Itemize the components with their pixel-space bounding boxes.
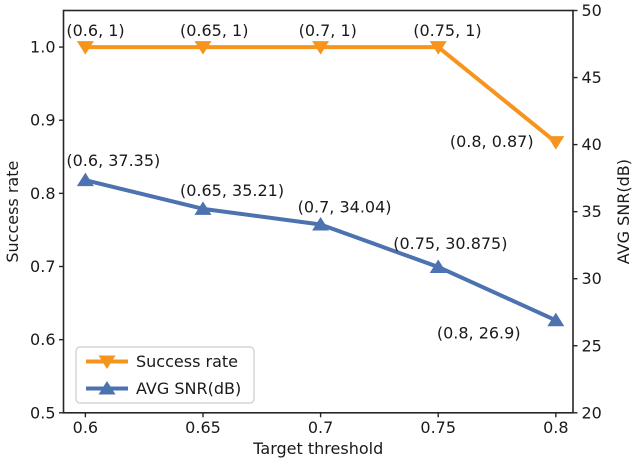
left-y-tick-label: 0.6 (30, 330, 55, 349)
series-marker-success-rate (76, 41, 94, 55)
x-tick-label: 0.7 (308, 418, 333, 437)
annotation-success-rate: (0.7, 1) (299, 21, 357, 40)
left-y-tick-label: 1.0 (30, 38, 55, 57)
legend (75, 346, 255, 404)
right-y-axis-label: AVG SNR(dB) (614, 159, 633, 264)
x-tick-label: 0.8 (543, 418, 568, 437)
legend-entry-label: AVG SNR(dB) (136, 379, 241, 398)
x-tick-label: 0.6 (73, 418, 98, 437)
annotation-success-rate: (0.6, 1) (66, 21, 124, 40)
series-marker-avg-snr-db (312, 217, 330, 231)
x-tick-label: 0.65 (185, 418, 221, 437)
legend-marker-sample (98, 355, 116, 369)
series-marker-avg-snr-db (194, 201, 212, 215)
annotation-success-rate: (0.65, 1) (180, 21, 248, 40)
series-marker-avg-snr-db (547, 312, 565, 327)
series-marker-avg-snr-db (76, 172, 94, 187)
left-y-tick-label: 0.9 (30, 111, 55, 130)
right-y-tick-label: 40 (582, 135, 602, 154)
left-y-axis-label: Success rate (3, 161, 22, 263)
annotation-avg-snr-db: (0.6, 37.35) (66, 151, 160, 170)
series-marker-avg-snr-db (429, 259, 447, 273)
annotation-avg-snr-db: (0.65, 35.21) (180, 181, 284, 200)
left-y-tick-label: 0.8 (30, 184, 55, 203)
right-y-tick-label: 35 (582, 202, 602, 221)
series-marker-success-rate (312, 41, 330, 55)
series-marker-success-rate (547, 136, 565, 150)
annotation-success-rate: (0.8, 0.87) (450, 132, 534, 151)
right-y-tick-label: 45 (582, 68, 602, 87)
right-y-tick-label: 50 (582, 1, 602, 20)
legend-entry-label: Success rate (136, 352, 238, 371)
annotation-avg-snr-db: (0.75, 30.875) (393, 234, 507, 253)
series-marker-success-rate (429, 41, 447, 55)
annotation-avg-snr-db: (0.7, 34.04) (298, 198, 392, 217)
annotation-avg-snr-db: (0.8, 26.9) (437, 323, 521, 342)
right-y-tick-label: 25 (582, 336, 602, 355)
x-tick-label: 0.75 (420, 418, 456, 437)
left-y-tick-label: 0.5 (30, 403, 55, 422)
annotation-success-rate: (0.75, 1) (413, 21, 481, 40)
left-y-tick-label: 0.7 (30, 257, 55, 276)
right-y-tick-label: 20 (582, 403, 602, 422)
right-y-tick-label: 30 (582, 269, 602, 288)
legend-marker-sample (98, 381, 116, 395)
series-marker-success-rate (194, 41, 212, 55)
x-axis-label: Target threshold (252, 439, 383, 458)
